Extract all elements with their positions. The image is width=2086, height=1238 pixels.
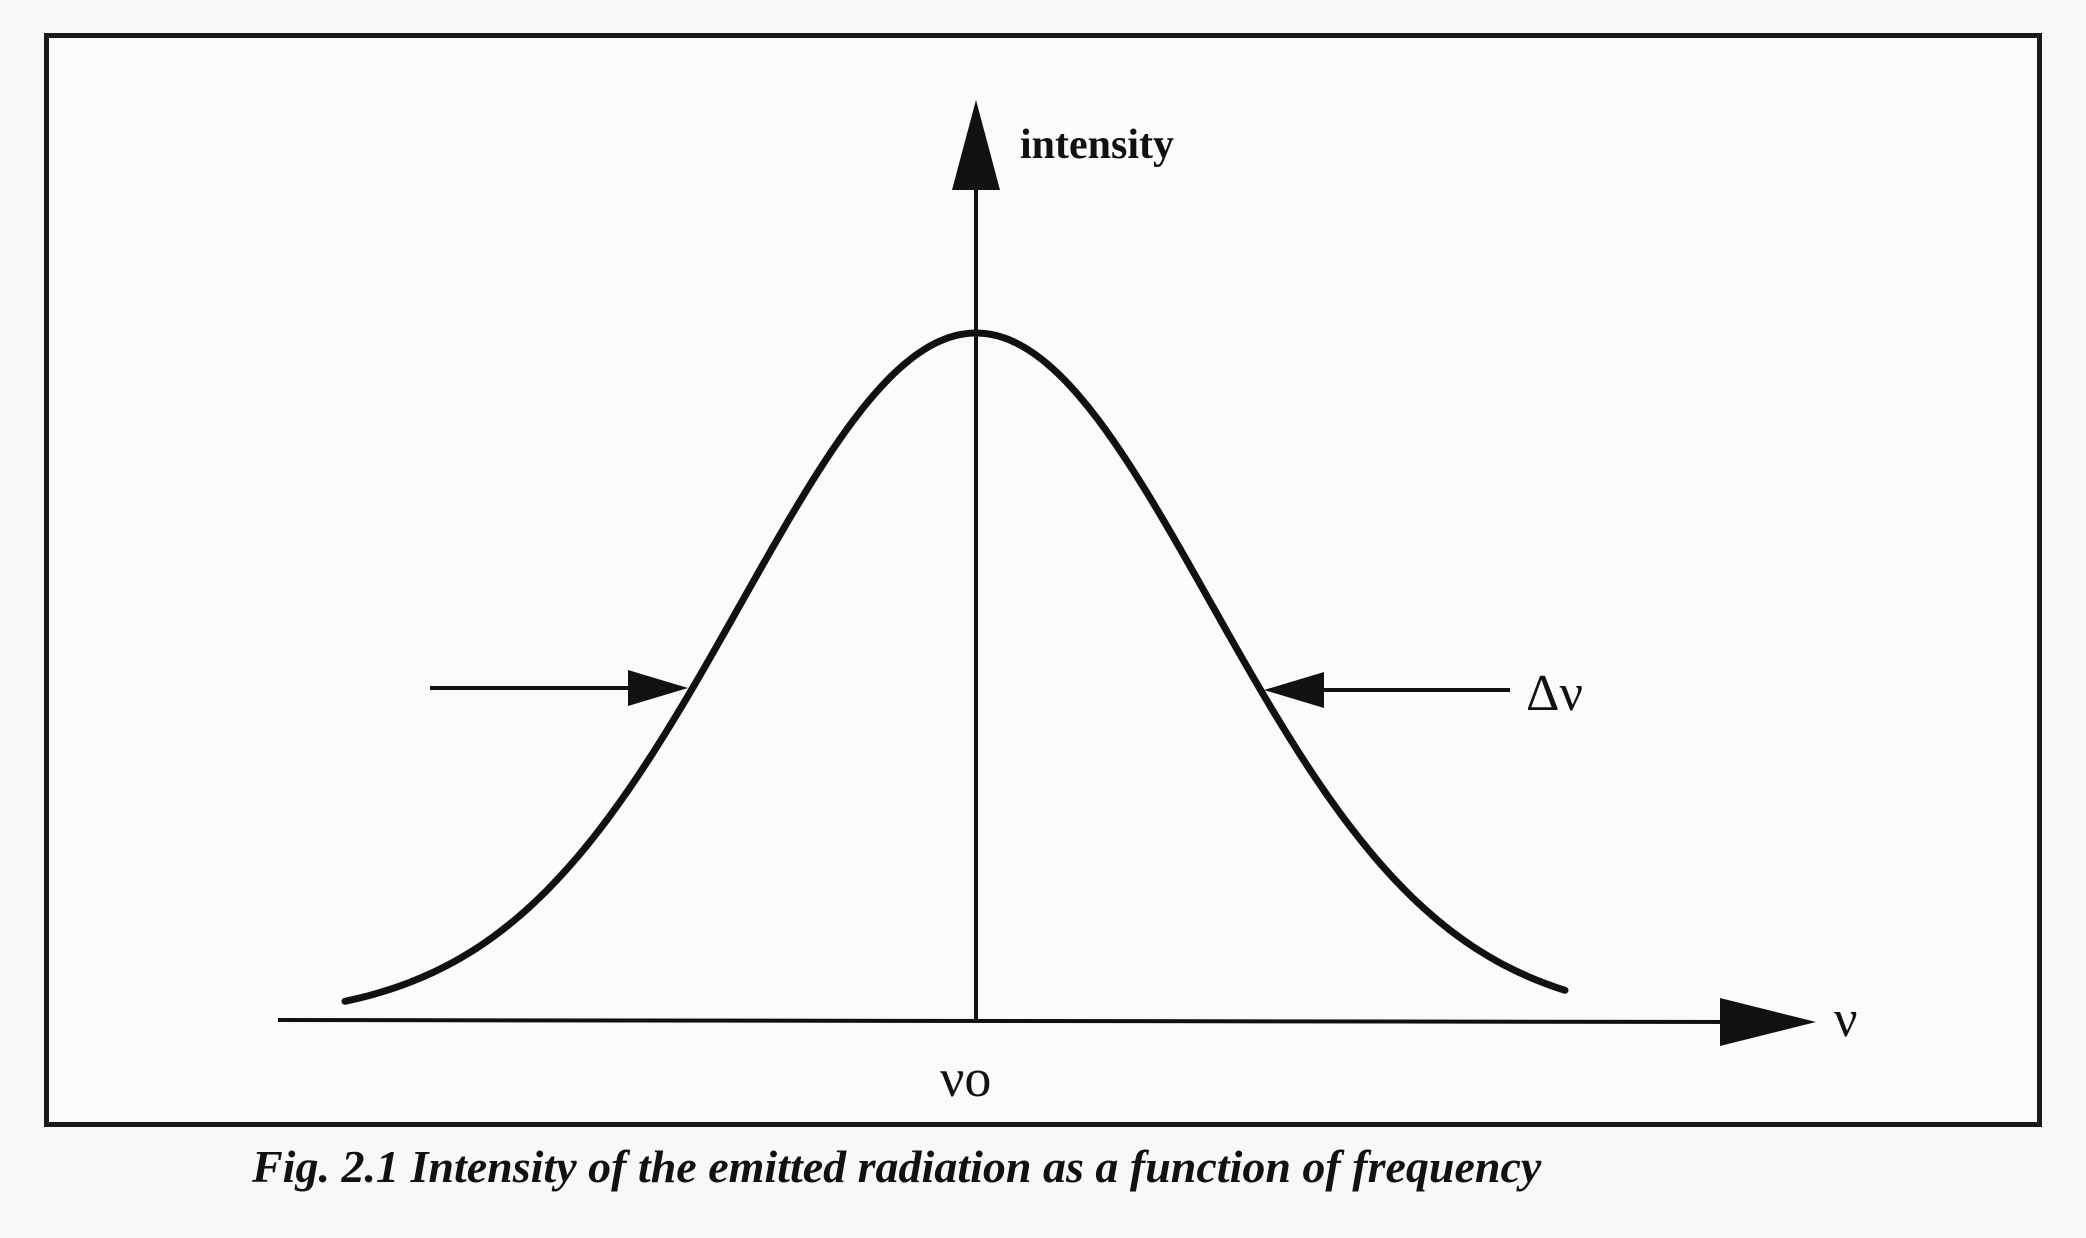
- x-axis: [277, 1018, 1741, 1024]
- x-axis-label: ν: [1834, 991, 1858, 1048]
- x-axis-arrowhead: [1720, 998, 1816, 1046]
- fwhm-right-arrowhead: [1264, 672, 1324, 708]
- linewidth-label: Δν: [1526, 665, 1583, 722]
- intensity-curve: [341, 329, 1569, 1005]
- figure-frame: [44, 33, 2042, 1127]
- y-axis-label: intensity: [1020, 122, 1174, 168]
- y-axis-arrowhead: [952, 100, 1000, 190]
- center-frequency-label: νo: [940, 1048, 991, 1108]
- figure-caption: Fig. 2.1 Intensity of the emitted radiat…: [252, 1141, 1542, 1192]
- fwhm-left-arrowhead: [628, 670, 688, 706]
